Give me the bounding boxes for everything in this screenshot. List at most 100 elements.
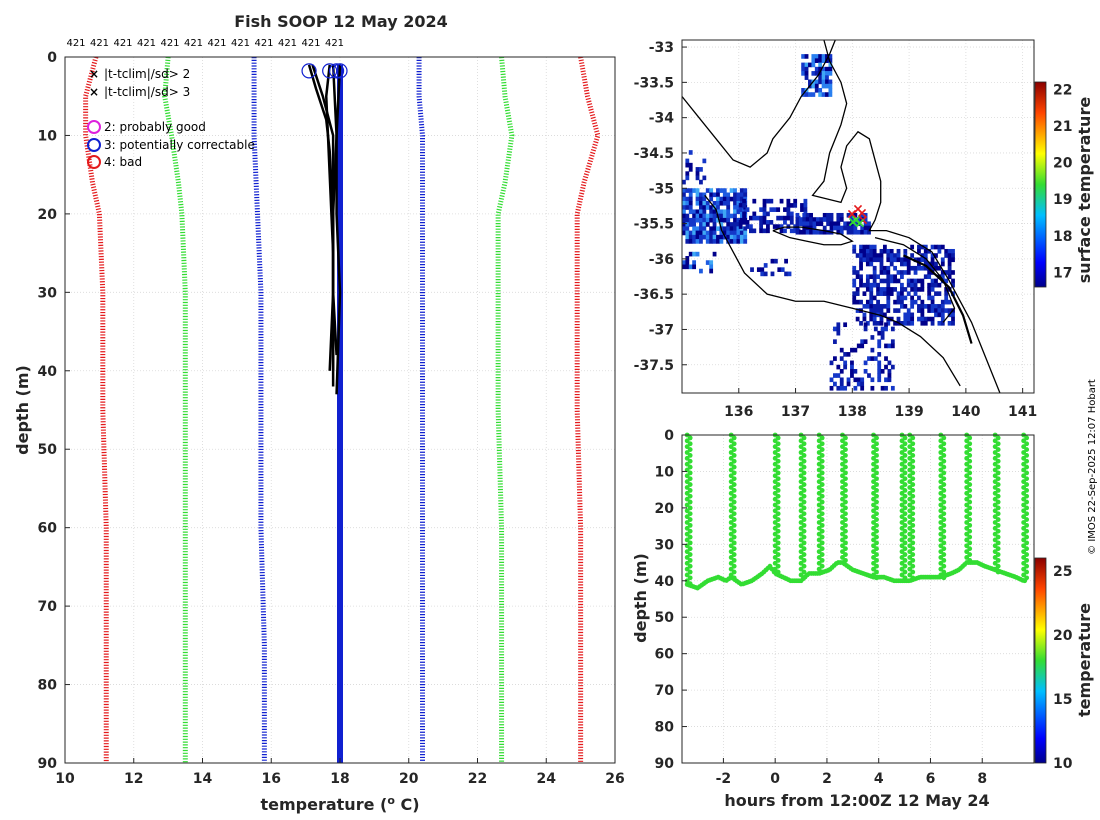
ts-cast-point — [843, 499, 848, 505]
ts-cast-point — [801, 447, 807, 452]
map-sst-pixel — [836, 217, 841, 222]
map-sst-pixel — [766, 224, 770, 229]
ts-cast-point — [801, 499, 807, 505]
ts-cast-point — [995, 499, 1001, 505]
map-ytick-label: -36.5 — [634, 287, 674, 303]
ts-cast-point — [731, 569, 737, 575]
map-sst-pixel — [843, 364, 848, 370]
map-sst-pixel — [890, 339, 895, 344]
ts-cast-point — [874, 464, 879, 470]
map-sst-pixel — [843, 221, 848, 227]
ts-cast-point — [684, 502, 690, 508]
ts-cast-point — [964, 543, 970, 549]
map-sst-pixel — [872, 265, 877, 271]
map-sst-pixel — [783, 207, 787, 212]
map-sst-pixel — [695, 171, 700, 176]
map-sst-pixel — [688, 205, 693, 210]
map-sst-pixel — [814, 83, 819, 89]
map-sst-pixel — [839, 385, 844, 391]
ts-cast-point — [819, 493, 825, 499]
map-sst-pixel — [893, 253, 898, 258]
map-sst-pixel — [719, 213, 724, 219]
map-sst-pixel — [869, 304, 874, 309]
legend-label-flag4: 4: bad — [104, 155, 142, 169]
map-sst-pixel — [812, 225, 817, 231]
ts-cast-point — [964, 549, 970, 555]
ts-cast-point — [871, 496, 876, 502]
map-sst-pixel — [872, 270, 877, 275]
map-sst-pixel — [850, 225, 854, 231]
ts-cast-point — [775, 505, 781, 511]
ts-cast-point — [684, 549, 690, 555]
map-sst-pixel — [900, 291, 904, 296]
map-sst-pixel — [815, 221, 820, 227]
ts-cast-point — [902, 540, 908, 546]
map-sst-pixel — [886, 274, 891, 280]
map-sst-pixel — [876, 291, 880, 296]
ts-ytick-label: 60 — [655, 647, 675, 663]
map-sst-pixel — [733, 226, 737, 232]
ts-cast-point — [819, 569, 825, 575]
ts-cast-point — [907, 479, 913, 485]
ts-cast-point — [801, 476, 807, 482]
map-sst-pixel — [738, 203, 743, 208]
ts-xtick-label: 4 — [874, 771, 884, 787]
ts-cast-point — [801, 522, 807, 528]
ts-cast-point — [1024, 499, 1030, 505]
map-sst-pixel — [743, 239, 748, 244]
map-sst-pixel — [789, 220, 794, 225]
map-sst-pixel — [809, 212, 813, 218]
map-sst-pixel — [886, 287, 891, 292]
ts-colorbar-tick-label: 25 — [1053, 564, 1072, 580]
map-sst-pixel — [786, 207, 791, 212]
map-sst-pixel — [822, 212, 827, 218]
map-sst-pixel — [750, 267, 754, 272]
map-sst-pixel — [917, 248, 921, 254]
map-sst-pixel — [859, 282, 863, 288]
map-sst-pixel — [722, 200, 727, 206]
map-marker-x: × — [854, 216, 866, 232]
ts-cast-point — [684, 496, 690, 502]
ts-cast-point — [801, 453, 807, 458]
map-marker-x: × — [852, 202, 864, 218]
map-sst-pixel — [920, 278, 925, 284]
map-sst-pixel — [766, 211, 770, 217]
map-sst-pixel — [886, 248, 891, 254]
ts-cast-point — [798, 543, 804, 549]
map-sst-pixel — [879, 265, 884, 271]
map-sst-pixel — [859, 320, 863, 326]
map-sst-pixel — [937, 312, 942, 318]
map-sst-pixel — [910, 295, 915, 301]
ts-cast-point — [840, 520, 845, 525]
map-sst-pixel — [802, 217, 807, 222]
ts-cast-point — [728, 455, 734, 461]
ts-cast-point — [731, 441, 737, 447]
ts-cast-point — [941, 476, 947, 482]
ts-cast-point — [687, 557, 693, 563]
ts-cast-point — [728, 537, 734, 543]
ts-cast-point — [938, 520, 944, 525]
ts-cast-point — [798, 514, 804, 520]
map-sst-pixel — [951, 270, 955, 275]
map-sst-pixel — [828, 71, 833, 76]
ts-cast-point — [1024, 470, 1030, 476]
map-sst-pixel — [795, 217, 800, 222]
map-sst-pixel — [867, 356, 871, 361]
map-sst-pixel — [803, 203, 808, 208]
ts-cast-point — [941, 511, 947, 517]
map-sst-pixel — [877, 364, 882, 370]
map-sst-pixel — [900, 295, 904, 301]
map-sst-pixel — [836, 322, 841, 328]
ts-cast-point — [798, 525, 804, 531]
map-sst-pixel — [893, 308, 898, 313]
ts-cast-point — [775, 528, 781, 534]
map-sst-pixel — [784, 258, 788, 264]
map-sst-pixel — [906, 291, 911, 296]
map-sst-pixel — [716, 205, 720, 210]
map-sst-pixel — [814, 88, 819, 93]
map-sst-pixel — [726, 209, 731, 215]
map-sst-pixel — [777, 267, 782, 272]
map-sst-pixel — [944, 270, 949, 275]
map-sst-pixel — [705, 222, 710, 227]
ts-cast-point — [728, 555, 734, 560]
